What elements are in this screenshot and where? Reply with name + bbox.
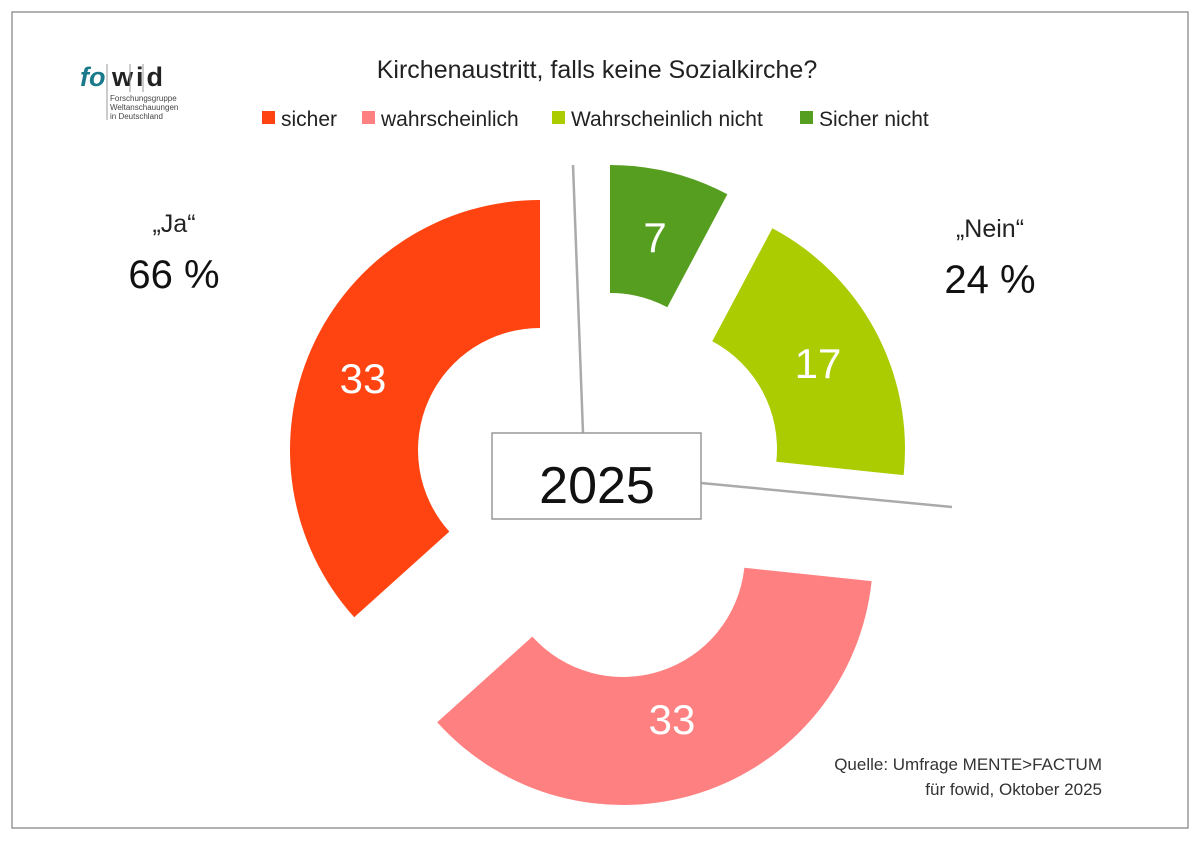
slice-wahrscheinlich [437,567,872,806]
legend-swatch [552,111,565,124]
chart-title: Kirchenaustritt, falls keine Sozialkirch… [377,56,817,84]
slice-label-wahrscheinlich-nicht: 17 [795,340,842,387]
logo-text-fo: fo [80,62,105,92]
logo-line1: Forschungsgruppe [110,94,177,103]
slice-wahrscheinlich-nicht [712,228,905,476]
legend: sicher wahrscheinlich Wahrscheinlich nicht… [262,108,929,131]
logo-line3: in Deutschland [110,112,163,121]
fowid-logo: fo wid Forschungsgruppe Weltanschauungen… [80,62,178,121]
legend-label: wahrscheinlich [380,108,519,131]
center-year-label: 2025 [539,457,655,515]
legend-swatch [362,111,375,124]
legend-item-sicher-nicht: Sicher nicht [800,108,929,131]
legend-item-wahrscheinlich: wahrscheinlich [362,108,519,131]
legend-swatch [800,111,813,124]
group-label-nein: „Nein“ [956,215,1024,243]
group-label-ja: „Ja“ [152,210,195,238]
slice-label-sicher: 33 [340,355,387,402]
group-value-nein: 24 % [944,258,1035,302]
slice-label-wahrscheinlich: 33 [649,696,696,743]
legend-label: Wahrscheinlich nicht [571,108,763,131]
legend-label: Sicher nicht [819,108,929,131]
group-value-ja: 66 % [128,253,219,297]
slice-label-sicher-nicht: 7 [643,214,666,261]
source-line1: Quelle: Umfrage MENTE>FACTUM [834,755,1102,774]
slice-sicher [290,199,540,618]
group-separator-line [571,164,585,434]
center-year-box [491,432,702,520]
logo-line2: Weltanschauungen [110,103,178,112]
legend-label: sicher [281,108,337,131]
slice-sicher-nicht [610,165,728,308]
donut-slices: 7 17 33 33 [290,165,905,806]
logo-text-wid: wid [111,62,166,92]
legend-item-sicher: sicher [262,108,337,131]
legend-item-wahrscheinlich-nicht: Wahrscheinlich nicht [552,108,763,131]
source-line2: für fowid, Oktober 2025 [925,780,1102,799]
legend-swatch [262,111,275,124]
group-separator-line [700,481,953,509]
